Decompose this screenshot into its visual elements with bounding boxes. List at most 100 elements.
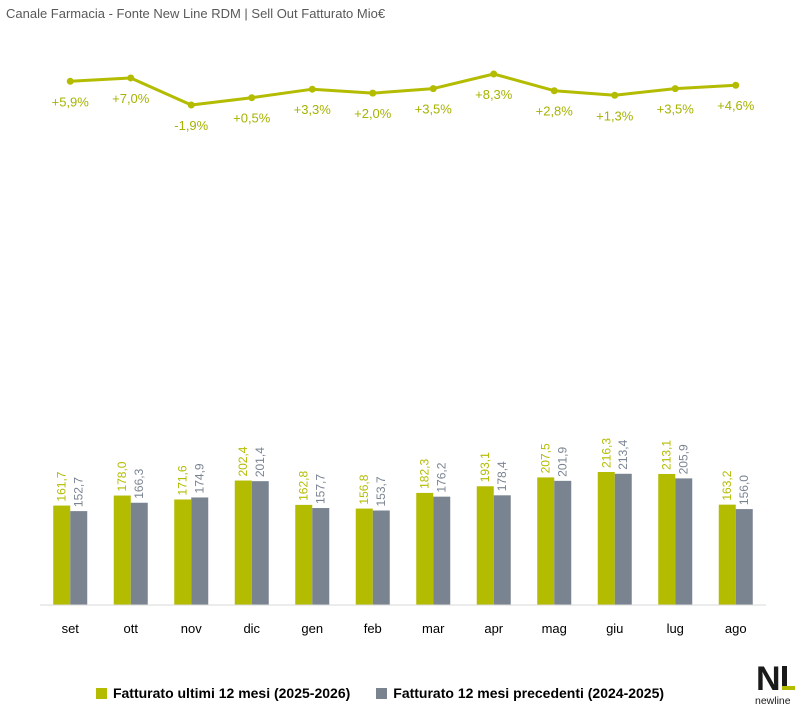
growth-point-mar (429, 85, 437, 93)
bar-current-mar (416, 492, 434, 605)
bar-previous-apr (493, 495, 511, 605)
legend-swatch-current (95, 687, 107, 699)
data-label-previous-mar: 176,2 (435, 462, 449, 492)
data-label-previous-gen: 157,7 (314, 474, 328, 504)
bar-current-nov (174, 499, 192, 605)
growth-point-apr (490, 70, 498, 78)
legend-swatch-previous (376, 687, 388, 699)
data-label-previous-ott: 166,3 (132, 468, 146, 498)
data-label-current-mag: 207,5 (539, 443, 553, 473)
bar-previous-set (70, 511, 88, 605)
data-label-current-dic: 202,4 (236, 446, 250, 476)
data-label-previous-apr: 178,4 (495, 461, 509, 491)
logo-text: newline (755, 695, 791, 707)
legend-label-current: Fatturato ultimi 12 mesi (2025-2026) (112, 685, 351, 701)
bar-previous-ott (130, 502, 148, 605)
data-label-previous-nov: 174,9 (193, 463, 207, 493)
bar-previous-giu (614, 473, 632, 605)
data-label-current-set: 161,7 (55, 471, 69, 501)
growth-label-mar: +3,5% (415, 102, 453, 117)
bar-previous-mag (554, 480, 572, 605)
bar-current-lug (658, 473, 676, 605)
legend-item-previous: Fatturato 12 mesi precedenti (2024-2025) (376, 685, 664, 701)
bar-current-ago (718, 504, 736, 605)
x-tick-label-dic: dic (243, 621, 260, 636)
data-label-previous-dic: 201,4 (253, 447, 267, 477)
growth-label-ago: +4,6% (717, 98, 755, 113)
x-tick-label-ago: ago (725, 621, 747, 636)
data-label-current-lug: 213,1 (660, 440, 674, 470)
bar-previous-gen (312, 508, 330, 605)
x-tick-label-set: set (62, 621, 80, 636)
bar-previous-feb (372, 510, 390, 605)
bar-previous-dic (251, 481, 269, 605)
growth-point-mag (550, 87, 558, 95)
growth-label-ott: +7,0% (112, 91, 150, 106)
data-label-current-feb: 156,8 (357, 474, 371, 504)
bar-current-mag (537, 477, 555, 605)
bar-current-apr (476, 486, 494, 605)
logo-mark: N (756, 660, 781, 698)
x-tick-label-lug: lug (667, 621, 684, 636)
growth-label-nov: -1,9% (174, 118, 208, 133)
growth-label-giu: +1,3% (596, 108, 634, 123)
growth-line-layer: +5,9% +7,0% -1,9% +0,5% +3,3% +2,0% +3,5% +8,3%… (52, 70, 755, 133)
data-label-previous-giu: 213,4 (616, 439, 630, 469)
bar-current-dic (234, 480, 252, 605)
legend-label-previous: Fatturato 12 mesi precedenti (2024-2025) (393, 685, 665, 701)
legend-item-current: Fatturato ultimi 12 mesi (2025-2026) (95, 685, 351, 701)
data-label-current-gen: 162,8 (297, 471, 311, 501)
data-label-current-ago: 163,2 (720, 470, 734, 500)
growth-label-gen: +3,3% (294, 102, 332, 117)
data-label-current-nov: 171,6 (176, 465, 190, 495)
growth-point-giu (611, 91, 619, 99)
growth-point-ago (732, 81, 740, 89)
bar-previous-lug (675, 478, 693, 605)
growth-label-dic: +0,5% (233, 111, 271, 126)
x-tick-label-feb: feb (364, 621, 382, 636)
growth-label-lug: +3,5% (657, 102, 695, 117)
data-label-previous-lug: 205,9 (677, 444, 691, 474)
data-label-current-giu: 216,3 (599, 438, 613, 468)
x-tick-label-ott: ott (124, 621, 139, 636)
data-label-previous-ago: 156,0 (737, 475, 751, 505)
growth-point-nov (187, 101, 195, 109)
bar-current-ott (113, 495, 131, 605)
growth-label-apr: +8,3% (475, 87, 513, 102)
logo-mark-foot (782, 686, 795, 690)
data-label-previous-set: 152,7 (72, 477, 86, 507)
x-tick-label-mag: mag (542, 621, 567, 636)
legend: Fatturato ultimi 12 mesi (2025-2026) Fat… (0, 685, 760, 701)
x-tick-label-gen: gen (301, 621, 323, 636)
growth-label-set: +5,9% (52, 94, 90, 109)
growth-point-ott (127, 74, 135, 82)
data-label-previous-feb: 153,7 (374, 476, 388, 506)
newline-logo: N newline (755, 660, 795, 707)
x-tick-label-nov: nov (181, 621, 202, 636)
bar-current-gen (295, 504, 313, 605)
category-label-layer: set ott nov dic gen feb mar apr mag giu lug ago (62, 621, 747, 636)
growth-line (70, 72, 736, 107)
bar-current-feb (355, 508, 373, 605)
bar-previous-mar (433, 496, 451, 605)
growth-point-lug (671, 85, 679, 93)
growth-point-dic (248, 94, 256, 102)
bar-previous-ago (735, 509, 753, 605)
growth-label-mag: +2,8% (536, 104, 574, 119)
bar-layer: 161,7 152,7 178,0 166,3 171,6 174,9 202,4 201,4… (53, 438, 753, 605)
data-label-current-ott: 178,0 (115, 461, 129, 491)
chart-title: Canale Farmacia - Fonte New Line RDM | S… (6, 6, 386, 21)
data-label-previous-mag: 201,9 (556, 446, 570, 476)
data-label-current-apr: 193,1 (478, 452, 492, 482)
growth-label-feb: +2,0% (354, 106, 392, 121)
growth-point-feb (369, 89, 377, 97)
x-tick-label-apr: apr (484, 621, 503, 636)
bar-previous-nov (191, 497, 209, 605)
growth-point-set (66, 77, 74, 85)
bar-current-giu (597, 472, 615, 605)
data-label-current-mar: 182,3 (418, 459, 432, 489)
growth-point-gen (308, 85, 316, 93)
logo-mark-bar (782, 666, 787, 690)
x-tick-label-mar: mar (422, 621, 445, 636)
x-tick-label-giu: giu (606, 621, 623, 636)
